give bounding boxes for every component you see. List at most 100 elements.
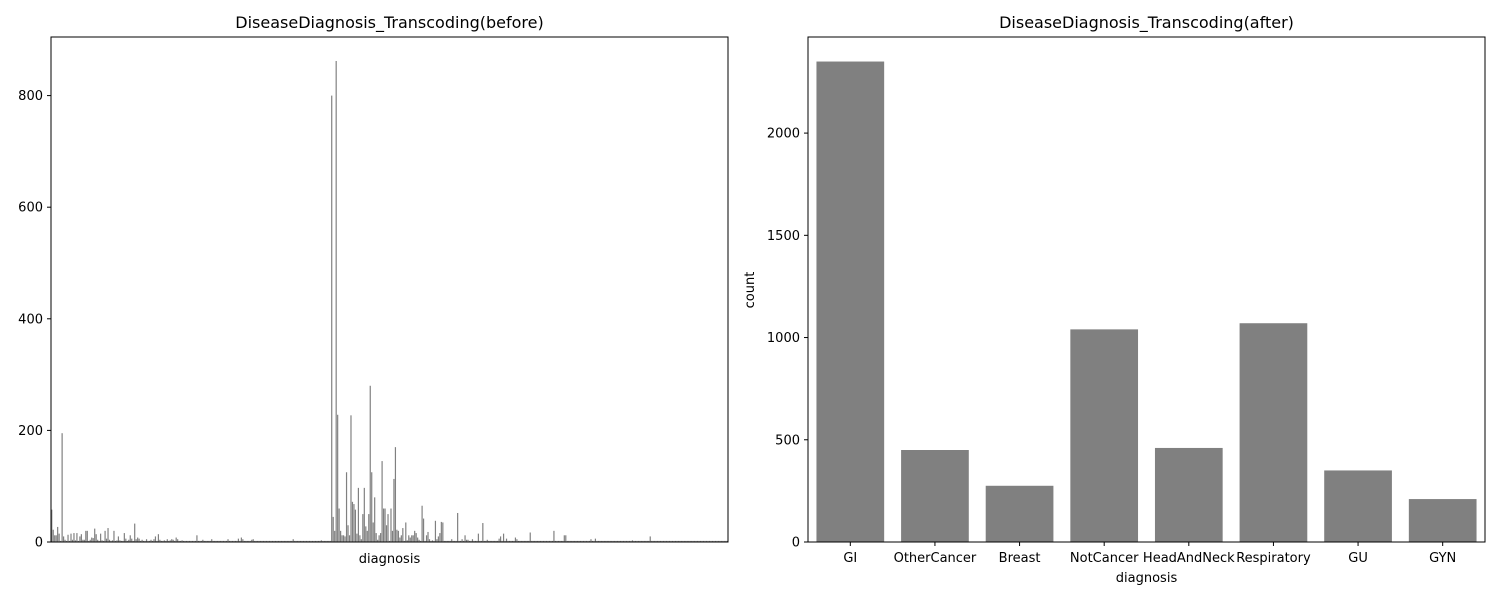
chart-before-bar (571, 540, 573, 542)
chart-before-bar (636, 540, 638, 542)
chart-before-bar (181, 540, 183, 542)
chart-before-bar (314, 540, 317, 542)
chart-before-bar (551, 540, 554, 542)
chart-before-bar (550, 540, 552, 542)
chart-before-bar (267, 540, 269, 542)
chart-before-bar (400, 535, 402, 542)
chart-before-bar (473, 540, 475, 542)
chart-before-bar (55, 535, 57, 542)
chart-before-bar (221, 540, 223, 542)
chart-before-bar (334, 530, 336, 542)
chart-before-bar (403, 540, 405, 542)
chart-before-bar (258, 540, 260, 542)
chart-before-bar (587, 540, 589, 542)
chart-before-bar (74, 540, 77, 542)
chart-before-ytick-label: 0 (35, 536, 43, 551)
chart-before-bar (704, 540, 706, 542)
chart-before-bar (288, 540, 290, 542)
chart-before-bar (540, 540, 542, 542)
chart-after-xtick-label: GI (843, 551, 857, 566)
chart-before-bar (562, 540, 564, 542)
chart-before-bar (501, 540, 503, 542)
chart-before-bar (390, 508, 392, 542)
chart-before-bar (411, 535, 413, 542)
chart-before-bar (292, 539, 294, 542)
chart-before-bar (394, 447, 397, 542)
chart-before-bar (245, 540, 247, 542)
chart-before-ytick-label: 800 (18, 89, 43, 104)
chart-before-bar (108, 539, 111, 542)
chart-before-bar (331, 95, 333, 542)
chart-before-bar (427, 531, 429, 542)
chart-before-bar (602, 540, 604, 542)
chart-before-bar (185, 540, 188, 542)
chart-before-bar (522, 540, 524, 542)
chart-before-bar (408, 535, 410, 542)
chart-before-bar (667, 540, 669, 542)
chart-before-bar (507, 540, 509, 542)
chart-before-bar (646, 540, 648, 542)
chart-before-bar (285, 540, 287, 542)
chart-before-bar (614, 540, 616, 542)
chart-before-bar (298, 540, 300, 542)
chart-before-bar (719, 540, 721, 542)
chart-before-bar (661, 540, 663, 542)
chart-before-bar (461, 539, 463, 542)
chart-before-bar (651, 540, 653, 542)
chart-before-bar (294, 540, 296, 542)
chart-before-bar (354, 509, 357, 542)
chart-before-bar (531, 540, 533, 542)
chart-before-bar (697, 540, 699, 542)
chart-before-bar (483, 540, 485, 542)
chart-before-bar (470, 540, 472, 542)
chart-before-bar (596, 540, 598, 542)
chart-before-bar (628, 540, 631, 542)
chart-before-bar (248, 540, 250, 542)
chart-before-bar (224, 540, 226, 542)
chart-before-bar (86, 530, 88, 542)
chart-before-bar (88, 540, 90, 542)
chart-before-bar (264, 540, 266, 542)
chart-after-xtick-label: GU (1348, 551, 1368, 566)
chart-before-bar (300, 540, 302, 542)
chart-before-bar (304, 540, 306, 542)
chart-before-bar (492, 540, 494, 542)
chart-before-bar (140, 540, 142, 542)
chart-before-bar (582, 540, 585, 542)
chart-before-bar (637, 540, 639, 542)
chart-before-bar (197, 540, 199, 542)
chart-before-bar (406, 540, 408, 542)
chart-before-bar (723, 540, 725, 542)
chart-after-bar-othercancer (901, 450, 969, 542)
chart-after-xtick-label: GYN (1429, 551, 1456, 566)
chart-before-bar (351, 501, 354, 542)
chart-before-bar (609, 540, 611, 542)
chart-before-bar (237, 538, 239, 542)
chart-before-bar (393, 478, 395, 542)
chart-before-bar (120, 540, 122, 542)
chart-before-bar (585, 540, 588, 542)
chart-before-bar (71, 539, 74, 542)
chart-before-bar (362, 514, 364, 542)
chart-before-bar (319, 540, 321, 542)
chart-before-bar (691, 540, 693, 542)
chart-before-bar (97, 539, 99, 542)
chart-before-bar (63, 536, 65, 542)
chart-before-bar (249, 540, 251, 542)
chart-before-bar (95, 534, 97, 542)
chart-before-bar (67, 534, 69, 542)
chart-before-bar (405, 522, 407, 542)
chart-before-bar (231, 540, 234, 542)
chart-before-bar (505, 538, 508, 542)
chart-before-bar (415, 533, 417, 542)
chart-before-bar (471, 539, 474, 542)
chart-before-bar (689, 540, 691, 542)
chart-before-bar (716, 540, 718, 542)
chart-before-bar (494, 540, 496, 542)
chart-before-bar (676, 540, 678, 542)
chart-before-bar (116, 540, 118, 542)
chart-before-title: DiseaseDiagnosis_Transcoding(before) (235, 13, 543, 33)
chart-before-bar (91, 537, 93, 542)
chart-before-bar (178, 540, 180, 542)
chart-before-bar (624, 540, 626, 542)
